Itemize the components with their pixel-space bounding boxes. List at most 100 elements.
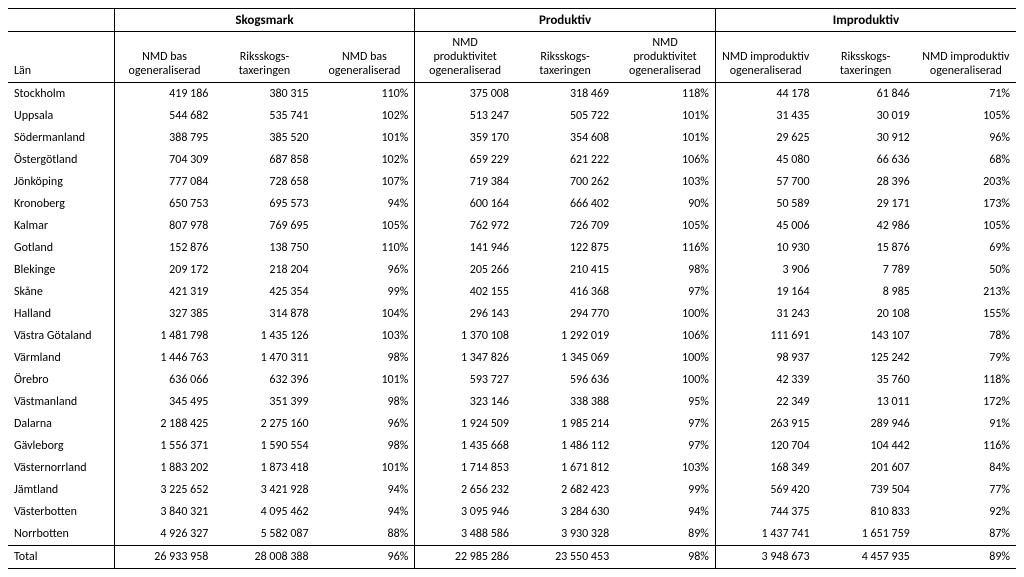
data-cell: 102% <box>315 105 415 127</box>
data-cell: 68% <box>916 149 1016 171</box>
data-cell: 345 495 <box>114 391 214 413</box>
data-cell: 13 011 <box>816 391 916 413</box>
data-cell: 1 435 126 <box>214 325 314 347</box>
lan-cell: Värmland <box>8 347 114 369</box>
table-row: Gotland152 876138 750110%141 946122 8751… <box>8 237 1016 259</box>
data-cell: 8 985 <box>816 281 916 303</box>
data-cell: 98% <box>315 347 415 369</box>
data-cell: 96% <box>916 127 1016 149</box>
data-cell: 739 504 <box>816 479 916 501</box>
data-cell: 50 589 <box>715 193 815 215</box>
data-cell: 209 172 <box>114 259 214 281</box>
data-cell: 101% <box>315 457 415 479</box>
table-row: Örebro636 066632 396101%593 727596 63610… <box>8 369 1016 391</box>
data-cell: 29 625 <box>715 127 815 149</box>
data-cell: 173% <box>916 193 1016 215</box>
data-cell: 700 262 <box>515 171 615 193</box>
table-row: Västra Götaland1 481 7981 435 126103%1 3… <box>8 325 1016 347</box>
data-cell: 96% <box>315 413 415 435</box>
data-cell: 263 915 <box>715 413 815 435</box>
data-cell: 89% <box>615 523 715 546</box>
data-cell: 42 986 <box>816 215 916 237</box>
lan-cell: Total <box>8 546 114 569</box>
data-cell: 77% <box>916 479 1016 501</box>
data-cell: 89% <box>916 546 1016 569</box>
data-cell: 97% <box>615 281 715 303</box>
data-cell: 726 709 <box>515 215 615 237</box>
lan-cell: Södermanland <box>8 127 114 149</box>
data-cell: 107% <box>315 171 415 193</box>
table-row: Blekinge209 172218 20496%205 266210 4159… <box>8 259 1016 281</box>
lan-cell: Uppsala <box>8 105 114 127</box>
table-row: Östergötland704 309687 858102%659 229621… <box>8 149 1016 171</box>
data-cell: 100% <box>615 369 715 391</box>
data-cell: 152 876 <box>114 237 214 259</box>
lan-cell: Skåne <box>8 281 114 303</box>
data-cell: 3 948 673 <box>715 546 815 569</box>
data-cell: 201 607 <box>816 457 916 479</box>
total-row: Total26 933 95828 008 38896%22 985 28623… <box>8 546 1016 569</box>
lan-cell: Västra Götaland <box>8 325 114 347</box>
lan-cell: Västerbotten <box>8 501 114 523</box>
data-cell: 1 883 202 <box>114 457 214 479</box>
data-cell: 104% <box>315 303 415 325</box>
table-row: Dalarna2 188 4252 275 16096%1 924 5091 9… <box>8 413 1016 435</box>
data-cell: 416 368 <box>515 281 615 303</box>
data-cell: 2 682 423 <box>515 479 615 501</box>
data-cell: 210 415 <box>515 259 615 281</box>
data-cell: 90% <box>615 193 715 215</box>
data-cell: 5 582 087 <box>214 523 314 546</box>
data-cell: 807 978 <box>114 215 214 237</box>
data-cell: 57 700 <box>715 171 815 193</box>
table-row: Södermanland388 795385 520101%359 170354… <box>8 127 1016 149</box>
data-cell: 777 084 <box>114 171 214 193</box>
data-cell: 118% <box>615 83 715 106</box>
table-row: Skåne421 319425 35499%402 155416 36897%1… <box>8 281 1016 303</box>
data-cell: 7 789 <box>816 259 916 281</box>
group-skogsmark: Skogsmark <box>114 9 415 32</box>
data-cell: 1 486 112 <box>515 435 615 457</box>
data-cell: 98% <box>315 391 415 413</box>
lan-cell: Blekinge <box>8 259 114 281</box>
table-row: Jämtland3 225 6523 421 92894%2 656 2322 … <box>8 479 1016 501</box>
data-cell: 98 937 <box>715 347 815 369</box>
table-row: Värmland1 446 7631 470 31198%1 347 8261 … <box>8 347 1016 369</box>
data-cell: 205 266 <box>415 259 515 281</box>
col-g1-2: Riksskogs- taxeringen <box>214 32 314 83</box>
data-cell: 600 164 <box>415 193 515 215</box>
data-cell: 744 375 <box>715 501 815 523</box>
data-cell: 380 315 <box>214 83 314 106</box>
data-cell: 354 608 <box>515 127 615 149</box>
data-cell: 650 753 <box>114 193 214 215</box>
data-cell: 3 488 586 <box>415 523 515 546</box>
data-cell: 141 946 <box>415 237 515 259</box>
data-cell: 3 225 652 <box>114 479 214 501</box>
data-cell: 118% <box>916 369 1016 391</box>
data-cell: 110% <box>315 237 415 259</box>
data-cell: 101% <box>615 105 715 127</box>
data-cell: 101% <box>315 127 415 149</box>
data-cell: 97% <box>615 435 715 457</box>
data-cell: 110% <box>315 83 415 106</box>
data-cell: 20 108 <box>816 303 916 325</box>
data-cell: 1 873 418 <box>214 457 314 479</box>
table-row: Stockholm419 186380 315110%375 008318 46… <box>8 83 1016 106</box>
table-row: Uppsala544 682535 741102%513 247505 7221… <box>8 105 1016 127</box>
data-cell: 35 760 <box>816 369 916 391</box>
data-cell: 704 309 <box>114 149 214 171</box>
col-g2-1: NMD produktivitet ogeneraliserad <box>415 32 515 83</box>
data-cell: 97% <box>615 413 715 435</box>
data-cell: 31 243 <box>715 303 815 325</box>
table-row: Halland327 385314 878104%296 143294 7701… <box>8 303 1016 325</box>
data-cell: 45 006 <box>715 215 815 237</box>
data-cell: 22 985 286 <box>415 546 515 569</box>
data-cell: 102% <box>315 149 415 171</box>
data-cell: 120 704 <box>715 435 815 457</box>
table-row: Västmanland345 495351 39998%323 146338 3… <box>8 391 1016 413</box>
data-cell: 29 171 <box>816 193 916 215</box>
data-cell: 105% <box>916 105 1016 127</box>
lan-cell: Östergötland <box>8 149 114 171</box>
data-cell: 78% <box>916 325 1016 347</box>
data-cell: 1 292 019 <box>515 325 615 347</box>
data-cell: 3 906 <box>715 259 815 281</box>
